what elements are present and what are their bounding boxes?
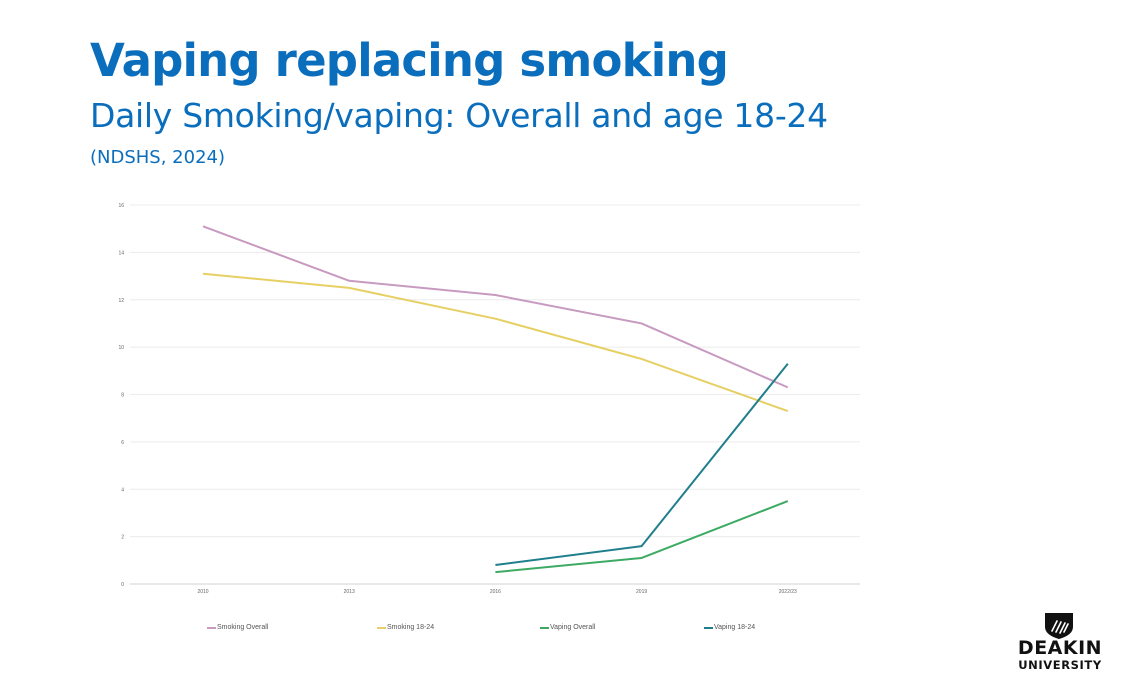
y-tick-label: 2	[121, 535, 124, 541]
legend-swatch	[540, 626, 549, 629]
y-tick-label: 16	[118, 203, 124, 209]
slide-title: Vaping replacing smoking	[90, 34, 729, 87]
legend-label: Smoking 18-24	[387, 624, 435, 631]
logo-wordmark: DEAKIN	[1017, 637, 1103, 659]
legend-label: Vaping Overall	[550, 624, 596, 631]
legend-item: Smoking Overall	[207, 624, 268, 631]
x-tick-label: 2013	[344, 589, 355, 595]
x-tick-label: 2010	[197, 589, 208, 595]
series-line-vaping-overall	[495, 500, 789, 574]
slide-subtitle: Daily Smoking/vaping: Overall and age 18…	[90, 96, 828, 135]
legend-item: Smoking 18-24	[377, 624, 434, 631]
chart-series	[202, 225, 789, 574]
x-tick-label: 2022/23	[779, 589, 797, 595]
legend-swatch	[377, 626, 386, 629]
legend-swatch	[207, 626, 216, 629]
y-tick-label: 6	[121, 440, 124, 446]
deakin-shield-icon	[1045, 613, 1073, 639]
y-tick-label: 4	[121, 487, 124, 493]
legend-label: Smoking Overall	[217, 624, 269, 631]
legend-item: Vaping Overall	[540, 624, 595, 631]
y-tick-label: 14	[118, 250, 124, 256]
line-chart: 0 2 4 6 8 10 12 14 16 2010 2013 2016 2019 2022/23	[118, 203, 860, 595]
logo-subtitle: UNIVERSITY	[1018, 658, 1102, 672]
chart-gridlines	[130, 204, 860, 585]
chart-legend: Smoking Overall Smoking 18-24 Vaping Overa…	[0, 624, 1142, 640]
y-axis-ticks: 0 2 4 6 8 10 12 14 16	[118, 203, 124, 588]
x-tick-label: 2019	[636, 589, 647, 595]
series-line-smoking-overall	[202, 225, 789, 389]
legend-swatch	[704, 626, 713, 629]
legend-item: Vaping 18-24	[704, 624, 755, 631]
series-line-vaping-18-24	[495, 363, 789, 567]
source-citation: (NDSHS, 2024)	[90, 147, 226, 168]
y-tick-label: 12	[118, 298, 124, 304]
x-tick-label: 2016	[490, 589, 501, 595]
series-line-smoking-18-24	[202, 272, 789, 413]
deakin-logo: DEAKIN UNIVERSITY	[1012, 613, 1108, 675]
y-tick-label: 0	[121, 582, 124, 588]
y-tick-label: 8	[121, 393, 124, 399]
x-axis-ticks: 2010 2013 2016 2019 2022/23	[197, 589, 797, 595]
y-tick-label: 10	[118, 345, 124, 351]
legend-label: Vaping 18-24	[714, 624, 756, 631]
